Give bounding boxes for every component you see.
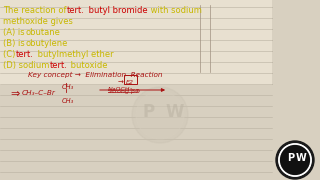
Text: with sodium: with sodium bbox=[148, 6, 202, 15]
Text: Key concept →  Elimination  Reaction: Key concept → Elimination Reaction bbox=[28, 72, 163, 78]
Text: →: → bbox=[118, 80, 124, 86]
Text: P: P bbox=[143, 103, 155, 121]
Text: Strong β⊕: Strong β⊕ bbox=[108, 89, 140, 94]
Text: obutylene: obutylene bbox=[25, 39, 68, 48]
Text: tert.: tert. bbox=[67, 6, 85, 15]
Text: methoxide gives: methoxide gives bbox=[3, 17, 73, 26]
Text: E2: E2 bbox=[126, 80, 134, 85]
Circle shape bbox=[136, 91, 184, 139]
Text: (A) is: (A) is bbox=[3, 28, 25, 37]
Text: butylmethyl ether: butylmethyl ether bbox=[35, 50, 114, 59]
Text: W: W bbox=[296, 153, 307, 163]
Text: obutane: obutane bbox=[25, 28, 60, 37]
Text: tert.: tert. bbox=[50, 61, 68, 70]
Text: CH₃: CH₃ bbox=[62, 98, 74, 104]
Text: tert.: tert. bbox=[16, 50, 34, 59]
Text: CH₃: CH₃ bbox=[62, 84, 74, 90]
Bar bbox=[0, 0, 272, 85]
Text: (D) sodium: (D) sodium bbox=[3, 61, 52, 70]
Circle shape bbox=[276, 141, 314, 179]
Text: The reaction of: The reaction of bbox=[3, 6, 69, 15]
Text: NaOCH₃: NaOCH₃ bbox=[108, 87, 133, 92]
Circle shape bbox=[132, 87, 188, 143]
Text: butoxide: butoxide bbox=[68, 61, 108, 70]
Text: ⇒: ⇒ bbox=[10, 89, 20, 99]
Text: W: W bbox=[165, 103, 183, 121]
Text: (C): (C) bbox=[3, 50, 18, 59]
Text: butyl bromide: butyl bromide bbox=[86, 6, 148, 15]
Circle shape bbox=[279, 144, 311, 176]
Text: CH₃–C–Br: CH₃–C–Br bbox=[22, 90, 56, 96]
Circle shape bbox=[280, 145, 310, 175]
Text: P: P bbox=[287, 153, 294, 163]
Text: (B) is: (B) is bbox=[3, 39, 25, 48]
